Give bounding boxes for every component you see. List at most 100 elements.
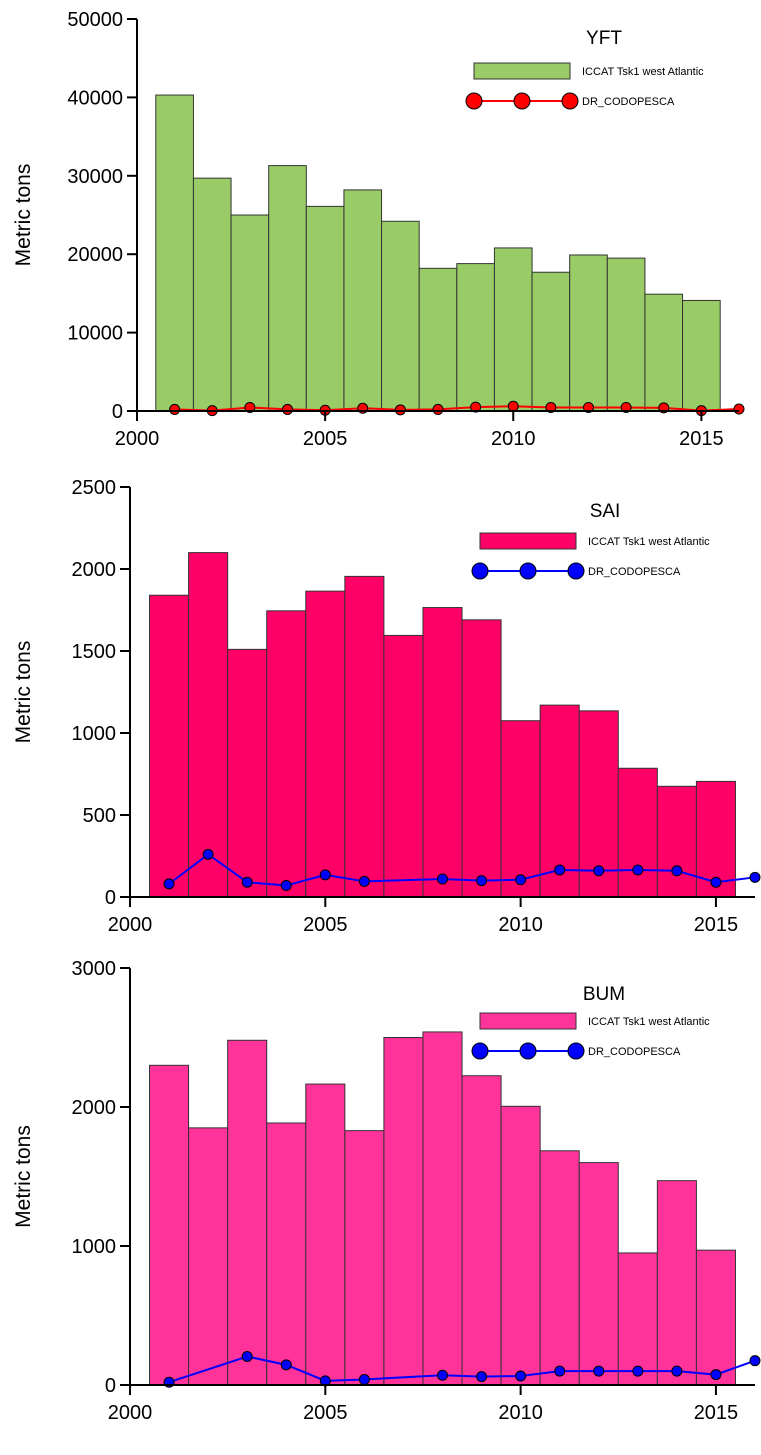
legend-marker <box>471 562 489 580</box>
x-tick-label: 2010 <box>498 914 543 936</box>
point <box>244 401 256 413</box>
bar <box>606 257 646 412</box>
bar <box>268 165 307 412</box>
point <box>554 1365 566 1377</box>
bar <box>305 1083 346 1386</box>
legend-marker <box>567 1042 585 1060</box>
bar <box>493 247 533 412</box>
point <box>432 403 444 415</box>
bar <box>656 1180 697 1386</box>
legend-label: ICCAT Tsk1 west Atlantic <box>582 66 704 78</box>
legend-label: DR_CODOPESCA <box>582 96 675 108</box>
point <box>163 878 175 890</box>
y-tick-label: 30000 <box>67 166 123 188</box>
chart-title: SAI <box>590 501 621 522</box>
point <box>583 401 594 413</box>
point <box>515 1370 527 1382</box>
bar <box>344 1130 385 1386</box>
legend-swatch <box>473 62 571 80</box>
y-axis-label: Metric tons <box>12 164 35 267</box>
bar <box>422 607 463 898</box>
y-tick-label: 1500 <box>72 641 117 663</box>
legend-marker <box>513 92 531 110</box>
bar <box>266 1122 307 1386</box>
y-tick-label: 20000 <box>67 244 123 266</box>
bar <box>227 1039 268 1386</box>
point <box>358 1373 370 1385</box>
point <box>671 1365 683 1377</box>
y-tick-label: 1000 <box>72 1236 117 1258</box>
x-tick-label: 2005 <box>303 1402 348 1424</box>
x-tick-label: 2015 <box>694 914 739 936</box>
bar <box>578 1162 619 1386</box>
point <box>202 848 214 860</box>
point <box>710 876 722 888</box>
point <box>437 1369 448 1381</box>
legend-marker <box>471 1042 489 1060</box>
y-axis-label: Metric tons <box>12 1125 35 1228</box>
legend-marker <box>519 562 537 580</box>
point <box>470 401 482 413</box>
legend-marker <box>465 92 483 110</box>
y-tick-label: 0 <box>105 1375 116 1397</box>
point <box>280 1359 292 1371</box>
bar <box>531 271 571 412</box>
bar <box>149 1064 190 1386</box>
bar <box>343 189 383 412</box>
y-tick-label: 2000 <box>72 559 117 581</box>
bar <box>656 785 697 898</box>
bar <box>344 575 385 898</box>
point <box>241 876 253 888</box>
bar <box>192 177 232 412</box>
point <box>710 1369 722 1381</box>
x-tick-label: 2010 <box>491 428 536 450</box>
bar <box>305 590 346 898</box>
point <box>476 875 488 887</box>
legend-swatch <box>479 1012 577 1030</box>
x-tick-label: 2015 <box>694 1402 739 1424</box>
point <box>632 864 644 876</box>
y-tick-label: 2000 <box>72 1097 117 1119</box>
x-tick-label: 2010 <box>498 1402 543 1424</box>
bar <box>418 267 458 412</box>
point <box>593 865 605 877</box>
bar <box>644 293 684 412</box>
point <box>749 871 761 883</box>
legend-label: ICCAT Tsk1 west Atlantic <box>588 536 710 548</box>
legend-marker <box>561 92 579 110</box>
point <box>671 865 683 877</box>
bar <box>305 205 345 412</box>
point <box>545 401 557 413</box>
point <box>620 401 632 413</box>
bar <box>155 94 194 412</box>
x-tick-label: 2005 <box>303 428 348 450</box>
point <box>169 403 181 415</box>
line <box>174 405 740 412</box>
y-tick-label: 3000 <box>72 958 117 980</box>
bar <box>227 648 268 898</box>
point <box>733 403 745 415</box>
point <box>437 873 448 885</box>
legend-label: DR_CODOPESCA <box>588 1046 681 1058</box>
point <box>394 404 406 416</box>
point <box>476 1371 488 1383</box>
bar <box>230 214 270 412</box>
bar <box>266 610 307 898</box>
x-tick-label: 2015 <box>679 428 724 450</box>
x-tick-label: 2005 <box>303 914 348 936</box>
legend-marker <box>519 1042 537 1060</box>
bar <box>461 1075 502 1386</box>
bar <box>422 1031 463 1386</box>
y-tick-label: 500 <box>83 805 116 827</box>
legend-label: ICCAT Tsk1 west Atlantic <box>588 1016 710 1028</box>
bar <box>569 254 608 412</box>
point <box>632 1365 644 1377</box>
point <box>319 869 331 881</box>
bar <box>188 552 229 898</box>
line <box>168 1355 756 1384</box>
chart-title: BUM <box>583 984 625 1005</box>
bar <box>381 220 420 412</box>
chart-title: YFT <box>586 28 622 49</box>
y-tick-label: 50000 <box>67 9 123 31</box>
